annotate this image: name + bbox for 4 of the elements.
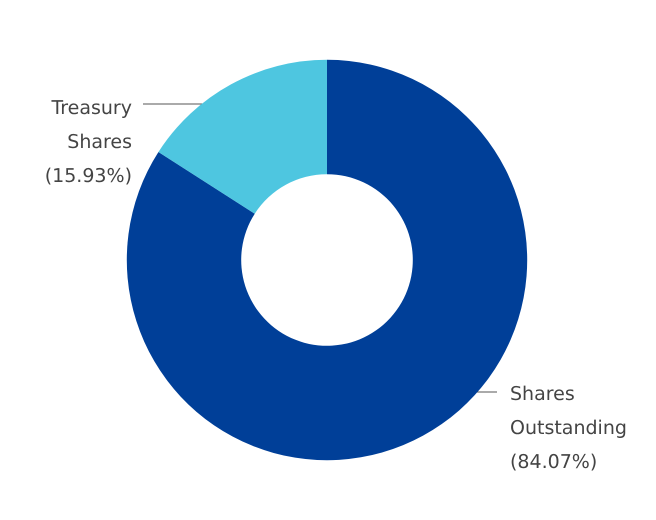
slice-label: Treasury Shares	[50, 97, 132, 153]
slice-label: Shares Outstanding	[510, 383, 627, 439]
data-label: (84.07%)	[510, 451, 598, 473]
data-label: (15.93%)	[44, 165, 132, 187]
